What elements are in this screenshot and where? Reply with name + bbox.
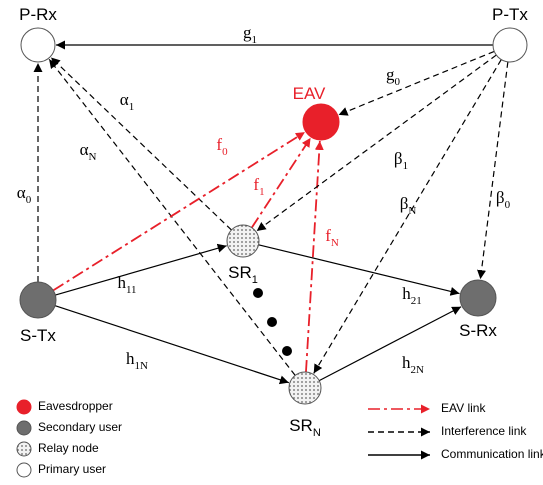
- link-label: α1: [120, 90, 134, 113]
- link-label-subscript: 0: [26, 194, 32, 206]
- node: [492, 27, 528, 63]
- legend-symbol: [16, 462, 32, 478]
- link-label-text: α: [17, 183, 26, 202]
- link-label: β0: [496, 188, 511, 211]
- link-label-subscript: 1N: [135, 360, 149, 372]
- link: [55, 243, 227, 296]
- link-label-subscript: 0: [222, 146, 228, 158]
- link-label-text: h: [117, 273, 126, 292]
- link-label: h1N: [126, 349, 148, 372]
- node-label-subscript: 1: [252, 274, 258, 286]
- link-label: h11: [117, 273, 136, 296]
- node-label: P-Tx: [492, 5, 528, 24]
- link: [338, 50, 495, 116]
- link-label-subscript: 21: [411, 295, 422, 307]
- link-label: fN: [325, 226, 339, 249]
- node-label: EAV: [293, 84, 326, 103]
- node: [302, 103, 340, 141]
- node: [459, 279, 497, 317]
- link-label: h21: [402, 284, 422, 307]
- legend-label: Relay node: [38, 441, 99, 455]
- link: [313, 59, 502, 374]
- node-label: P-Rx: [19, 5, 57, 24]
- legend-symbol: [16, 420, 32, 436]
- link-label-subscript: 1: [252, 34, 258, 46]
- link-label-text: f: [216, 135, 222, 154]
- link: [48, 58, 296, 376]
- link-label: β1: [394, 149, 408, 172]
- link: [256, 54, 497, 232]
- link-label-text: β: [496, 188, 505, 207]
- link-label: g1: [243, 23, 257, 46]
- link-label-subscript: N: [408, 205, 416, 217]
- link: [52, 131, 306, 292]
- node-label-text: EAV: [293, 84, 326, 103]
- node: [19, 281, 57, 319]
- legend-label: Primary user: [38, 462, 106, 476]
- link-label: g0: [386, 65, 401, 88]
- ellipsis-dot: [282, 346, 292, 356]
- link: [477, 61, 509, 280]
- node-label-text: SR: [228, 263, 252, 282]
- node-label-text: SR: [289, 416, 313, 435]
- link-label-text: g: [386, 65, 395, 84]
- node: [226, 224, 260, 258]
- node-label-text: P-Tx: [492, 5, 528, 24]
- link-label-text: α: [80, 140, 89, 159]
- node-label-subscript: N: [313, 427, 321, 439]
- link-label: h2N: [402, 353, 424, 376]
- link-label-text: h: [126, 349, 135, 368]
- link: [258, 244, 460, 296]
- legend-label: Eavesdropper: [38, 399, 113, 413]
- link-label-subscript: N: [331, 237, 339, 249]
- link-label-subscript: N: [88, 151, 96, 163]
- link-label-subscript: 2N: [411, 364, 425, 376]
- link-label-text: β: [394, 149, 403, 168]
- link-label: α0: [17, 183, 32, 206]
- link-label-subscript: 0: [395, 76, 401, 88]
- link-label-subscript: 1: [403, 160, 409, 172]
- link-label-text: h: [402, 284, 411, 303]
- link-label-subscript: 11: [126, 284, 137, 296]
- node: [288, 371, 322, 405]
- link-label: f0: [216, 135, 228, 158]
- node-label-text: S-Rx: [459, 321, 497, 340]
- node-label: SR1: [228, 263, 258, 286]
- legend-symbol: [16, 399, 32, 415]
- link-label-subscript: 1: [129, 101, 135, 113]
- node-label: SRN: [289, 416, 321, 439]
- node-label: S-Tx: [20, 326, 56, 345]
- ellipsis-dot: [253, 288, 263, 298]
- legend-symbol: [16, 441, 32, 457]
- legend-label: Interference link: [441, 424, 527, 438]
- node: [20, 27, 56, 63]
- legend-label: EAV link: [441, 401, 486, 415]
- link-label-subscript: 1: [259, 186, 265, 198]
- link-label: βN: [400, 194, 417, 217]
- legend-label: Communication link: [441, 447, 543, 461]
- legend-label: Secondary user: [38, 420, 122, 434]
- node-label-text: S-Tx: [20, 326, 56, 345]
- ellipsis-dot: [267, 317, 277, 327]
- link-label-subscript: 0: [505, 199, 511, 211]
- link: [50, 57, 232, 231]
- link: [305, 140, 324, 373]
- link: [318, 306, 462, 382]
- link-label-text: f: [253, 175, 259, 194]
- link-label-text: f: [325, 226, 331, 245]
- link: [54, 305, 290, 385]
- node-label: S-Rx: [459, 321, 497, 340]
- link-label-text: h: [402, 353, 411, 372]
- node-label-text: P-Rx: [19, 5, 57, 24]
- link-label: αN: [80, 140, 97, 163]
- link-label-text: g: [243, 23, 252, 42]
- link-label: f1: [253, 175, 264, 198]
- link: [251, 137, 312, 229]
- link-label-text: α: [120, 90, 129, 109]
- link-label-text: β: [400, 194, 409, 213]
